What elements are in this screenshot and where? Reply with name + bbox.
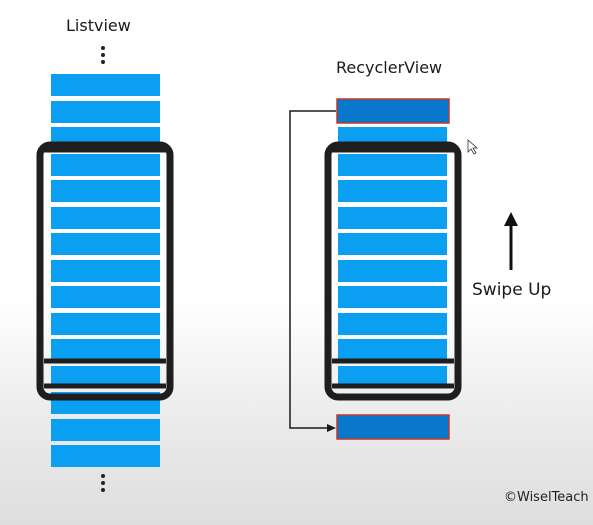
listview-row xyxy=(51,419,160,441)
recyclerview-row xyxy=(338,233,447,255)
recyclerview-title: RecyclerView xyxy=(336,58,443,77)
recyclerview-items xyxy=(336,98,450,440)
listview-row xyxy=(51,233,160,255)
listview-row xyxy=(51,101,160,123)
listview-row xyxy=(51,313,160,335)
listview-row xyxy=(51,74,160,96)
listview-bottom-ellipsis xyxy=(101,474,107,495)
recycled-row-bottom xyxy=(336,414,450,440)
credit-text: ©WiselTeach xyxy=(504,490,589,505)
mouse-cursor-icon xyxy=(467,139,479,155)
listview-row xyxy=(51,286,160,308)
listview-row xyxy=(51,207,160,229)
recyclerview-phone-frame xyxy=(324,141,462,401)
recycled-row-top xyxy=(336,98,450,124)
swipe-up-arrow-icon xyxy=(504,212,518,270)
listview-row xyxy=(51,339,160,361)
recyclerview-row xyxy=(338,313,447,335)
recyclerview-row xyxy=(338,286,447,308)
recycle-connector-arrow xyxy=(289,110,336,432)
recyclerview-row xyxy=(338,260,447,282)
recyclerview-row xyxy=(338,180,447,202)
listview-row xyxy=(51,180,160,202)
listview-items xyxy=(51,74,160,467)
recyclerview-row xyxy=(338,366,447,388)
listview-title: Listview xyxy=(66,16,131,35)
listview-row xyxy=(51,366,160,388)
listview-phone-frame xyxy=(36,141,174,401)
listview-row xyxy=(51,154,160,176)
listview-top-ellipsis xyxy=(101,46,107,67)
recyclerview-row xyxy=(338,207,447,229)
swipe-up-label: Swipe Up xyxy=(472,280,552,300)
listview-row xyxy=(51,445,160,467)
recyclerview-row xyxy=(338,339,447,361)
recyclerview-row xyxy=(338,154,447,176)
listview-row xyxy=(51,260,160,282)
